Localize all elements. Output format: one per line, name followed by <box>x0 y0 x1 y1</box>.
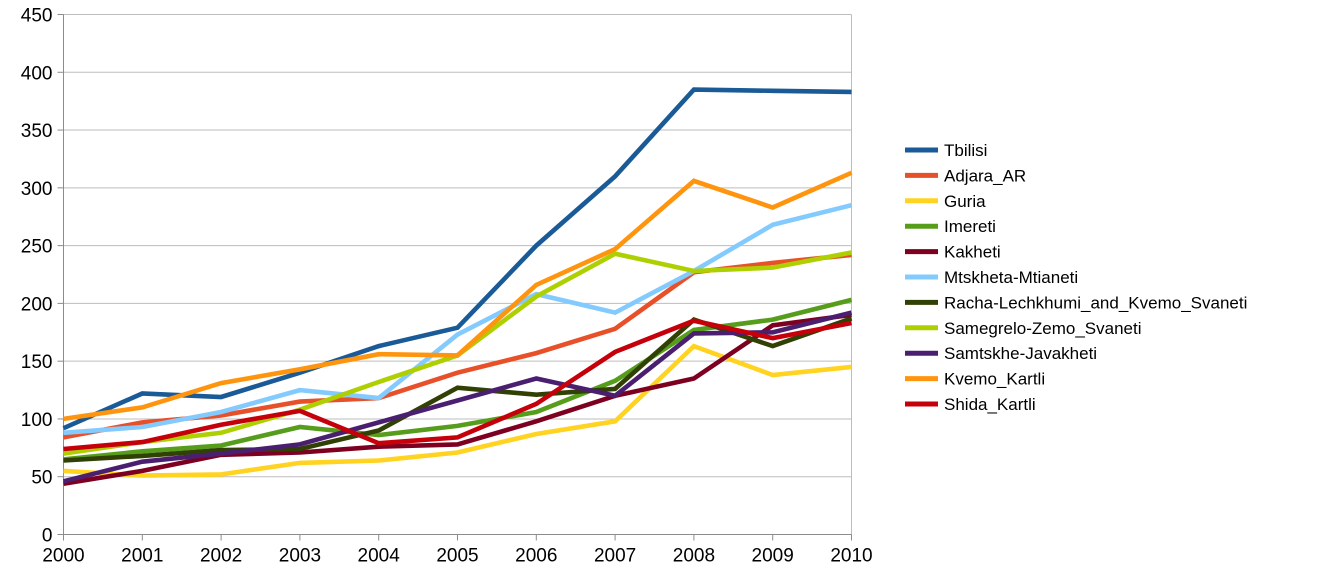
y-axis-label: 400 <box>21 63 53 84</box>
y-axis-label: 150 <box>21 352 53 373</box>
legend-label: Adjara_AR <box>944 166 1026 185</box>
series-line-Kvemo_Kartli <box>63 170 853 422</box>
legend-label: Kakheti <box>944 243 1001 262</box>
y-axis-label: 0 <box>42 526 53 547</box>
x-axis-label: 2004 <box>358 546 401 567</box>
y-axis-label: 250 <box>21 237 53 258</box>
x-axis-label: 2001 <box>121 546 163 567</box>
y-axis-label: 450 <box>21 6 53 27</box>
series-line-Shida_Kartli <box>63 318 852 452</box>
y-axis-label: 50 <box>31 468 52 489</box>
x-axis-label: 2010 <box>830 546 872 567</box>
series-line-Adjara_AR <box>63 252 852 440</box>
legend-label: Shida_Kartli <box>944 395 1036 414</box>
x-axis-label: 2003 <box>279 546 321 567</box>
legend-label: Samtskhe-Javakheti <box>944 344 1097 363</box>
legend-label: Kvemo_Kartli <box>944 370 1045 389</box>
x-axis-label: 2006 <box>515 546 557 567</box>
legend-label: Racha-Lechkhumi_and_Kvemo_Svaneti <box>944 293 1247 312</box>
series-line-Tbilisi <box>62 87 852 431</box>
y-axis-label: 100 <box>21 410 53 431</box>
series-line-Samtskhe-Javakheti <box>62 310 853 484</box>
legend-label: Samegrelo-Zemo_Svaneti <box>944 319 1141 338</box>
series-line-Guria <box>63 343 852 478</box>
x-axis-label: 2000 <box>42 546 84 567</box>
x-axis-label: 2008 <box>673 546 715 567</box>
series-line-Mtskheta-Mtianeti <box>63 202 853 436</box>
y-axis-label: 300 <box>21 179 53 200</box>
y-axis-label: 200 <box>21 294 53 315</box>
x-axis-label: 2002 <box>200 546 242 567</box>
y-axis-label: 350 <box>21 121 53 142</box>
legend-label: Guria <box>944 192 986 211</box>
x-axis-label: 2007 <box>594 546 636 567</box>
series-line-Kakheti <box>63 312 852 486</box>
legend-label: Tbilisi <box>944 141 987 160</box>
x-axis-label: 2005 <box>436 546 478 567</box>
legend-label: Imereti <box>944 217 996 236</box>
legend-label: Mtskheta-Mtianeti <box>944 268 1078 287</box>
x-axis-label: 2009 <box>752 546 794 567</box>
